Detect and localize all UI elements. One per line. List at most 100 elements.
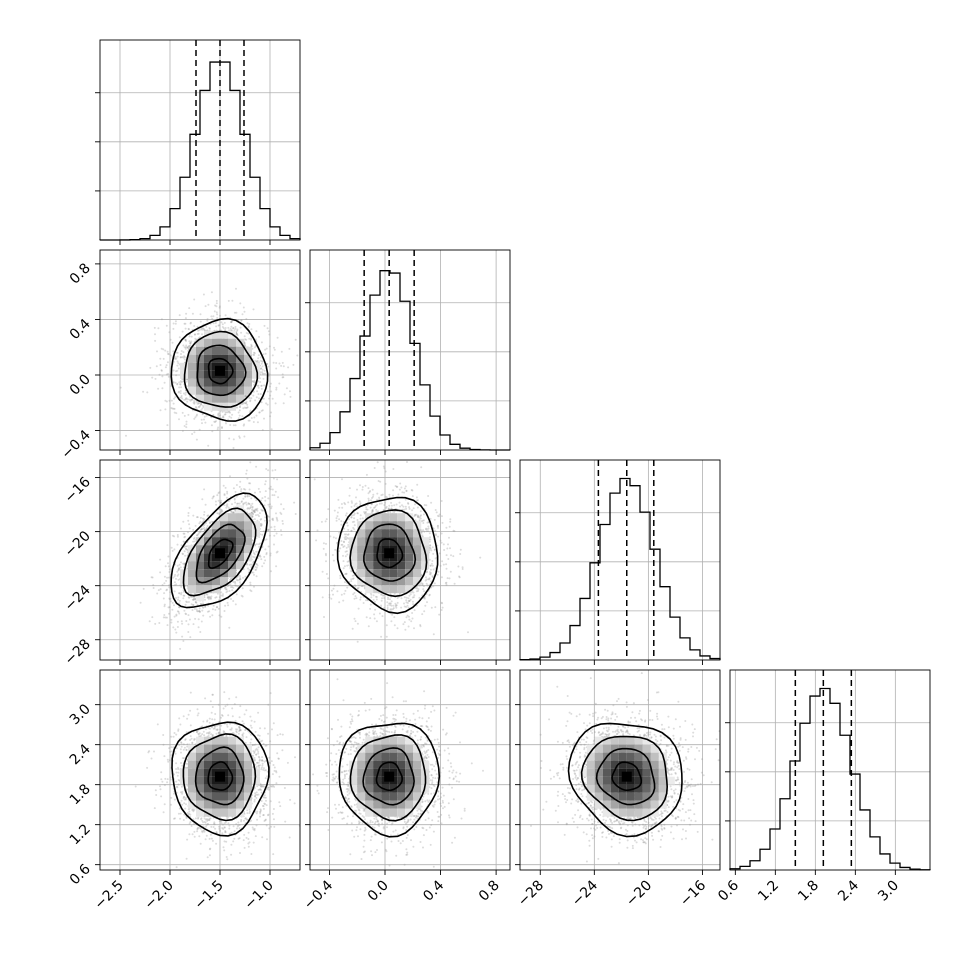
sample-point [276,518,278,521]
sample-point [244,395,247,398]
sample-point [325,518,328,521]
sample-point [225,588,228,591]
sample-point [186,567,189,570]
sample-point [341,543,344,546]
sample-point [185,423,188,426]
sample-point [258,411,261,414]
sample-point [260,558,263,561]
sample-point [356,512,359,515]
sample-point [272,361,275,364]
sample-point [245,400,248,403]
sample-point [252,512,255,515]
sample-point [178,602,181,605]
sample-point [343,502,346,504]
sample-point [125,434,127,437]
sample-point [222,415,225,418]
density-cell [212,346,220,355]
sample-point [281,361,284,364]
density-cell [220,330,228,339]
sample-point [193,333,196,336]
sample-point [252,555,255,558]
density-cell [236,346,244,355]
sample-point [238,502,241,505]
sample-point [179,383,182,386]
sample-point [264,480,267,483]
sample-point [365,508,368,511]
sample-point [244,402,247,405]
sample-point [162,616,165,619]
sample-point [244,395,247,398]
sample-point [214,596,217,599]
sample-point [187,413,190,416]
sample-point [201,609,204,612]
sample-point [183,594,186,597]
sample-point [218,491,221,494]
sample-point [200,403,202,406]
sample-point [238,435,241,438]
sample-point [163,605,166,608]
sample-point [255,360,258,363]
density-cell [236,378,244,387]
sample-point [268,487,271,490]
sample-point [200,620,203,623]
density-cell [228,569,236,578]
sample-point [234,424,237,427]
sample-point [387,511,390,514]
sample-point [208,327,211,329]
sample-point [221,323,224,326]
sample-point [434,529,437,532]
sample-point [269,485,272,488]
sample-point [242,424,245,427]
sample-point [273,525,276,528]
sample-point [247,325,250,328]
sample-point [171,608,174,611]
sample-point [256,359,259,362]
sample-point [156,592,159,595]
sample-point [176,351,179,354]
sample-point [179,356,182,359]
sample-point [216,512,219,515]
sample-point [253,416,256,419]
sample-point [253,346,256,349]
sample-point [270,526,273,529]
density-cell [196,378,204,387]
sample-point [255,508,258,511]
sample-point [275,551,278,554]
hist-panel-1 [305,249,511,455]
sample-point [242,306,245,309]
density-cell [196,561,204,570]
sample-point [280,350,283,353]
sample-point [250,338,253,341]
density-cell [188,386,196,395]
sample-point [159,357,162,360]
sample-point [173,548,176,551]
sample-point [233,329,236,332]
sample-point [269,554,272,557]
sample-point [172,322,175,325]
sample-point [252,308,255,311]
sample-point [166,361,169,364]
sample-point [154,339,157,342]
sample-point [219,414,222,417]
sample-point [165,400,168,403]
sample-point [252,390,255,393]
sample-point [198,610,201,612]
sample-point [203,329,206,332]
sample-point [268,397,271,400]
density-cell [196,545,204,554]
sample-point [253,511,256,513]
density-cell [212,561,220,570]
sample-point [174,356,177,359]
sample-point [244,488,247,491]
sample-point [253,556,256,559]
sample-point [203,418,205,421]
sample-point [243,335,246,338]
sample-point [206,318,209,320]
sample-point [253,383,256,386]
sample-point [421,519,424,522]
sample-point [182,532,185,535]
sample-point [191,433,194,435]
sample-point [245,501,248,504]
sample-point [253,379,256,382]
sample-point [212,322,215,325]
